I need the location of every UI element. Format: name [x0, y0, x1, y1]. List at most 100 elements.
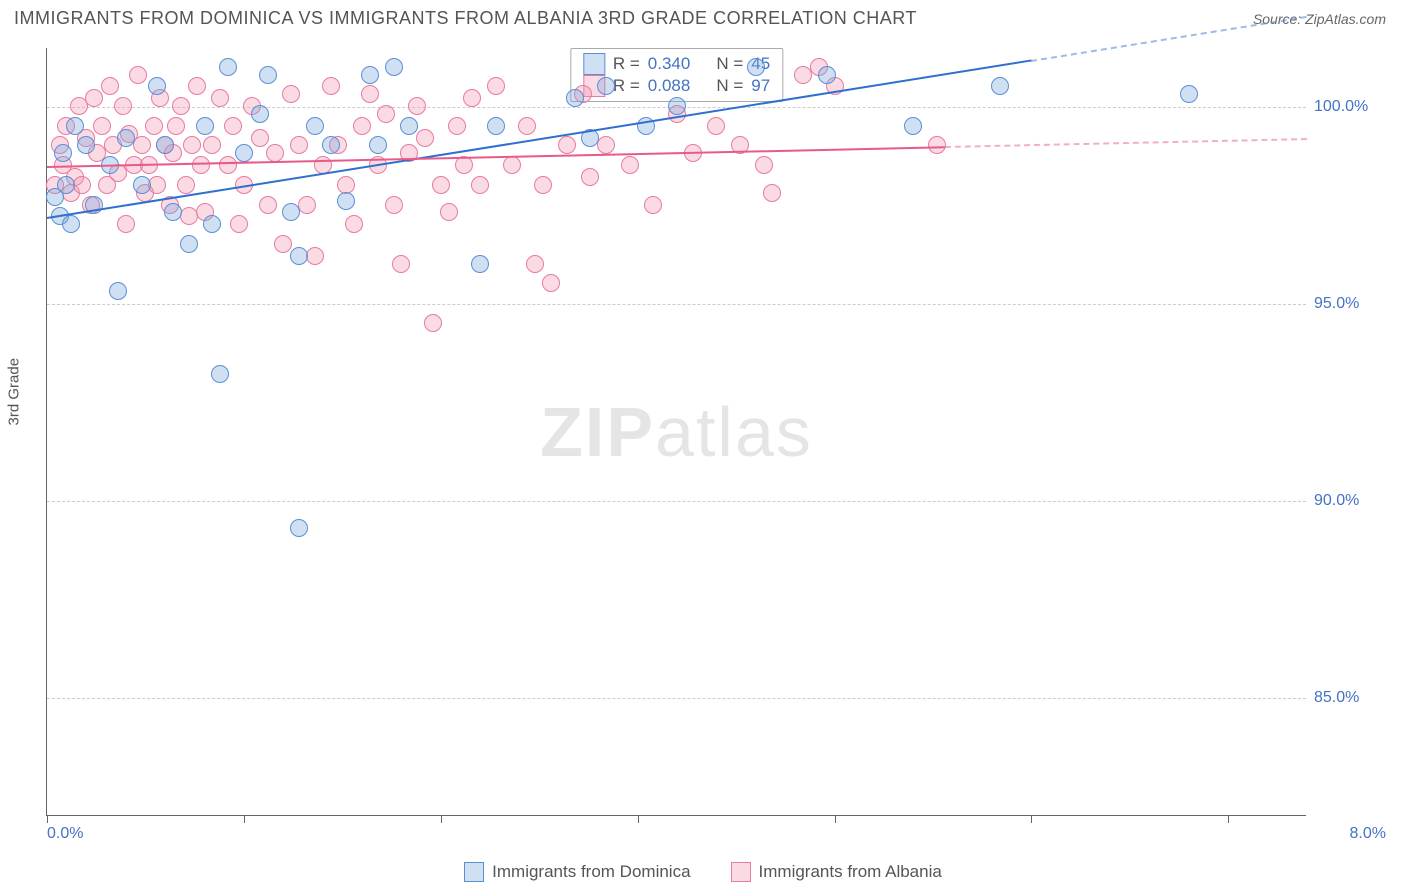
scatter-point-dominica	[235, 144, 253, 162]
source-name: ZipAtlas.com	[1305, 11, 1386, 27]
scatter-point-albania	[224, 117, 242, 135]
x-max-label: 8.0%	[1350, 825, 1386, 843]
scatter-point-albania	[188, 77, 206, 95]
scatter-point-albania	[448, 117, 466, 135]
scatter-point-albania	[192, 156, 210, 174]
scatter-point-dominica	[196, 117, 214, 135]
scatter-point-albania	[487, 77, 505, 95]
scatter-point-albania	[73, 176, 91, 194]
scatter-point-dominica	[282, 203, 300, 221]
scatter-point-albania	[177, 176, 195, 194]
scatter-point-dominica	[203, 215, 221, 233]
scatter-point-albania	[392, 255, 410, 273]
scatter-point-dominica	[747, 58, 765, 76]
r-label: R =	[613, 54, 640, 74]
chart-header: IMMIGRANTS FROM DOMINICA VS IMMIGRANTS F…	[0, 0, 1406, 33]
scatter-point-dominica	[361, 66, 379, 84]
plot-region: ZIPatlas R =0.340N =45R =0.088N =97 0.0%…	[46, 48, 1306, 816]
scatter-point-albania	[117, 215, 135, 233]
scatter-point-albania	[463, 89, 481, 107]
swatch-dominica	[464, 862, 484, 882]
scatter-point-dominica	[818, 66, 836, 84]
x-tick	[835, 815, 836, 823]
scatter-point-dominica	[566, 89, 584, 107]
watermark-light: atlas	[655, 393, 813, 471]
x-tick	[638, 815, 639, 823]
legend-item-dominica: Immigrants from Dominica	[464, 862, 690, 882]
scatter-point-dominica	[164, 203, 182, 221]
x-tick	[1031, 815, 1032, 823]
scatter-point-albania	[266, 144, 284, 162]
scatter-point-albania	[542, 274, 560, 292]
scatter-point-albania	[408, 97, 426, 115]
scatter-point-albania	[85, 89, 103, 107]
scatter-point-dominica	[148, 77, 166, 95]
scatter-point-albania	[145, 117, 163, 135]
scatter-point-albania	[534, 176, 552, 194]
scatter-point-albania	[129, 66, 147, 84]
scatter-point-albania	[644, 196, 662, 214]
scatter-point-albania	[259, 196, 277, 214]
r-value: 0.340	[648, 54, 691, 74]
scatter-point-albania	[322, 77, 340, 95]
scatter-point-albania	[282, 85, 300, 103]
scatter-point-albania	[274, 235, 292, 253]
scatter-point-albania	[183, 136, 201, 154]
scatter-point-albania	[148, 176, 166, 194]
scatter-point-dominica	[322, 136, 340, 154]
scatter-point-albania	[526, 255, 544, 273]
scatter-point-albania	[167, 117, 185, 135]
scatter-point-dominica	[385, 58, 403, 76]
series-legend: Immigrants from Dominica Immigrants from …	[0, 862, 1406, 882]
scatter-point-albania	[763, 184, 781, 202]
swatch-albania	[731, 862, 751, 882]
x-tick	[244, 815, 245, 823]
x-min-label: 0.0%	[47, 825, 83, 843]
legend-label: Immigrants from Dominica	[492, 862, 690, 882]
scatter-point-albania	[385, 196, 403, 214]
x-tick	[47, 815, 48, 823]
scatter-point-dominica	[211, 365, 229, 383]
watermark-bold: ZIP	[540, 393, 655, 471]
scatter-point-dominica	[597, 77, 615, 95]
scatter-point-albania	[114, 97, 132, 115]
scatter-point-albania	[133, 136, 151, 154]
watermark: ZIPatlas	[540, 392, 813, 472]
scatter-point-dominica	[117, 129, 135, 147]
scatter-point-albania	[597, 136, 615, 154]
n-label: N =	[716, 76, 743, 96]
scatter-point-dominica	[400, 117, 418, 135]
scatter-point-albania	[172, 97, 190, 115]
scatter-point-albania	[518, 117, 536, 135]
scatter-point-dominica	[290, 247, 308, 265]
scatter-point-dominica	[306, 117, 324, 135]
scatter-point-albania	[101, 77, 119, 95]
r-label: R =	[613, 76, 640, 96]
scatter-point-albania	[361, 85, 379, 103]
scatter-point-dominica	[904, 117, 922, 135]
scatter-point-dominica	[109, 282, 127, 300]
scatter-point-dominica	[77, 136, 95, 154]
gridline	[47, 501, 1306, 502]
gridline	[47, 304, 1306, 305]
swatch-dominica	[583, 53, 605, 75]
scatter-point-albania	[290, 136, 308, 154]
legend-item-albania: Immigrants from Albania	[731, 862, 942, 882]
scatter-point-albania	[558, 136, 576, 154]
scatter-point-albania	[440, 203, 458, 221]
chart-area: 3rd Grade ZIPatlas R =0.340N =45R =0.088…	[46, 48, 1394, 846]
scatter-point-albania	[211, 89, 229, 107]
y-axis-label: 3rd Grade	[6, 358, 23, 426]
scatter-point-dominica	[62, 215, 80, 233]
scatter-point-albania	[203, 136, 221, 154]
scatter-point-dominica	[337, 192, 355, 210]
scatter-point-albania	[377, 105, 395, 123]
y-tick-label: 90.0%	[1314, 492, 1359, 510]
scatter-point-dominica	[487, 117, 505, 135]
source-attribution: Source: ZipAtlas.com	[1253, 11, 1386, 27]
scatter-point-albania	[230, 215, 248, 233]
scatter-point-albania	[707, 117, 725, 135]
scatter-point-dominica	[133, 176, 151, 194]
r-value: 0.088	[648, 76, 691, 96]
scatter-point-albania	[471, 176, 489, 194]
